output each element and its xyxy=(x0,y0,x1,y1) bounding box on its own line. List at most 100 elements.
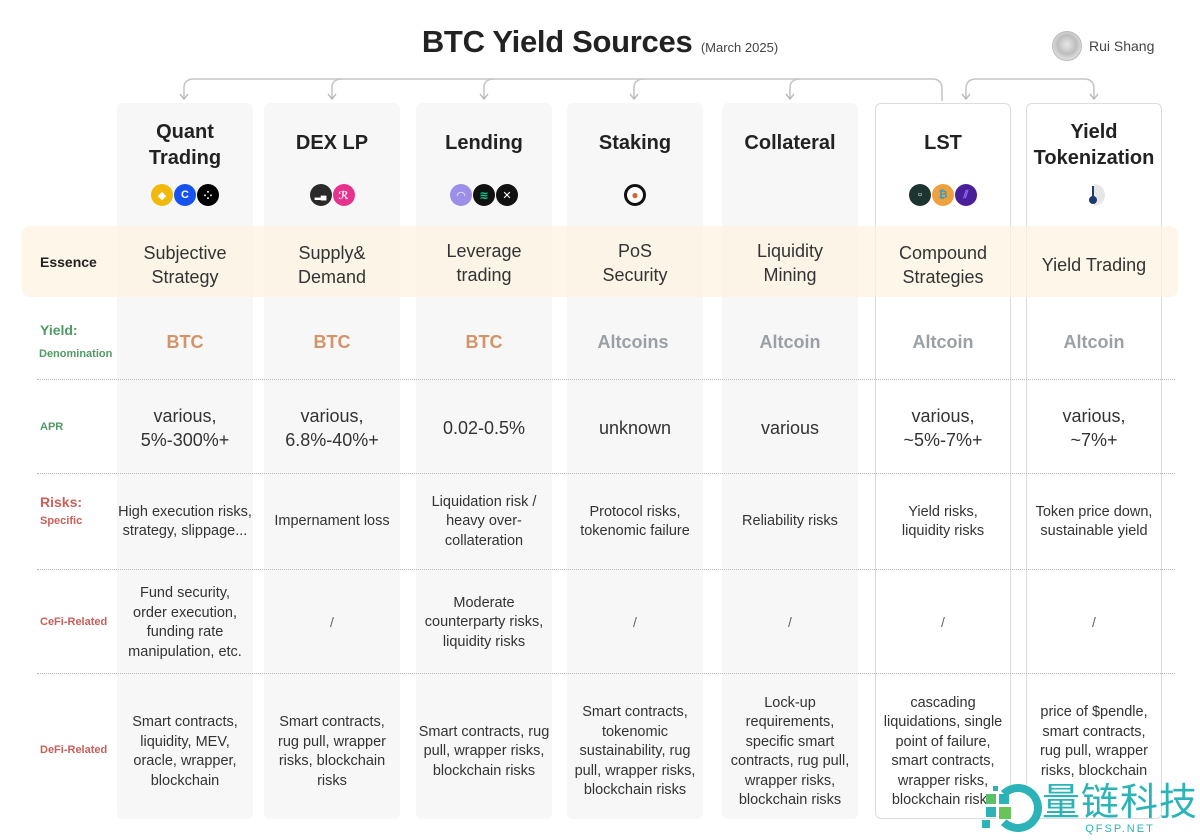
defi-risks-cell: Smart contracts, tokenomic sustainabilit… xyxy=(563,702,707,802)
specific-risks-cell: Reliability risks xyxy=(742,513,838,530)
text-line: pull, wrapper risks, xyxy=(574,762,696,779)
text-line: Fund security, xyxy=(140,585,230,601)
text-line: blockchain risks xyxy=(891,792,995,808)
watermark: 量链科技 QFSP.NET xyxy=(980,780,1198,836)
lst-bitcoin-icon: ₿ xyxy=(932,184,954,206)
avatar xyxy=(1052,31,1082,61)
defi-risks-cell: Lock-up requirements, specific smart con… xyxy=(716,692,864,812)
lst-square-icon: ▫ xyxy=(909,184,931,206)
title-line: Tokenization xyxy=(1033,147,1155,169)
text-line: Protocol risks, xyxy=(589,503,681,520)
text-line: liquidity, MEV, xyxy=(140,733,230,750)
text-line: heavy over- xyxy=(446,513,522,530)
defi-risks-cell: price of $pendle, smart contracts, rug p… xyxy=(1022,702,1166,782)
text-line: Liquidation risk / xyxy=(431,493,537,510)
text-line: strategy, slippage... xyxy=(122,523,248,539)
essence-cell: Supply& Demand xyxy=(264,240,400,290)
apr-cell: various, ~5%-7%+ xyxy=(875,403,1011,453)
row-label-cefi: CeFi-Related xyxy=(40,616,108,628)
text-line: High execution risks, xyxy=(118,503,252,520)
denomination-value: Altcoin xyxy=(759,331,821,352)
text-line: Smart contracts, xyxy=(582,704,688,721)
text-line: pull, wrapper risks, xyxy=(423,743,545,760)
text-line: sustainability, rug xyxy=(579,743,691,760)
text-line: counterparty risks, xyxy=(424,614,544,631)
specific-risks-cell: Protocol risks, tokenomic failure xyxy=(563,500,707,544)
apr-line: 5%-300%+ xyxy=(140,430,230,450)
lst-stripes-icon: ⫽ xyxy=(955,184,977,206)
column-title: Collateral xyxy=(744,132,836,154)
text-line: liquidity risks xyxy=(442,633,526,650)
essence-line: Demand xyxy=(297,267,367,287)
author-badge: Rui Shang xyxy=(1052,31,1154,61)
apr-line: 6.8%-40%+ xyxy=(285,430,379,450)
text-line: contracts, rug pull, xyxy=(730,753,850,769)
text-line: tokenomic failure xyxy=(580,523,690,539)
watermark-logo-icon xyxy=(980,780,1042,836)
cefi-risks-cell: Fund security, order execution, funding … xyxy=(117,582,253,664)
author-name: Rui Shang xyxy=(1089,38,1155,54)
morpho-icon: ◠ xyxy=(450,184,472,206)
essence-cell: PoS Security xyxy=(567,238,703,288)
denomination-value: Altcoin xyxy=(1063,331,1125,352)
page-subtitle: (March 2025) xyxy=(700,40,779,55)
row-label-yield: Yield: xyxy=(40,322,78,338)
text-line: point of failure, xyxy=(895,733,991,750)
text-line: blockchain risks xyxy=(432,762,536,779)
text-line: funding rate xyxy=(146,624,224,640)
text-line: blockchain risks xyxy=(583,782,687,799)
text-line: sustainable yield xyxy=(1040,523,1148,539)
pendle-icon xyxy=(1083,184,1105,206)
logo-row: ▫ ₿ ⫽ xyxy=(875,184,1011,206)
babylon-icon: ● xyxy=(624,184,646,206)
apr-cell: various, 6.8%-40%+ xyxy=(264,403,400,453)
text-line: Lock-up xyxy=(764,694,816,711)
column-quant-trading xyxy=(117,103,253,819)
apr-line: ~5%-7%+ xyxy=(903,430,983,450)
essence-line: Strategy xyxy=(151,267,219,287)
apr-line: various, xyxy=(153,406,217,426)
butterfly-icon: ✕ xyxy=(496,184,518,206)
essence-line: Security xyxy=(602,265,668,285)
specific-risks-cell: Token price down, sustainable yield xyxy=(1022,500,1166,544)
essence-band xyxy=(22,226,1178,297)
text-line: manipulation, etc. xyxy=(128,643,242,660)
connector-arrows xyxy=(179,78,1099,101)
essence-line: Mining xyxy=(763,265,817,285)
cefi-risks-cell: / xyxy=(633,614,637,630)
column-title: Quant Trading xyxy=(117,118,253,172)
watermark-en: QFSP.NET xyxy=(1085,823,1155,835)
cefi-risks-cell: / xyxy=(1092,614,1096,630)
apr-cell: 0.02-0.5% xyxy=(442,418,526,438)
text-line: risks, blockchain xyxy=(278,753,386,769)
essence-line: PoS xyxy=(617,241,653,261)
text-line: requirements, xyxy=(745,714,835,730)
apr-line: ~7%+ xyxy=(1070,430,1118,450)
apr-line: various, xyxy=(300,406,364,426)
text-line: Smart contracts, xyxy=(132,714,238,730)
defi-risks-cell: Smart contracts, rug pull, wrapper risks… xyxy=(410,721,558,783)
cefi-risks-cell: / xyxy=(330,614,334,630)
specific-risks-cell: Yield risks, liquidity risks xyxy=(871,500,1015,544)
essence-line: Leverage xyxy=(446,241,522,261)
text-line: liquidity risks xyxy=(901,523,985,539)
cefi-risks-cell: Moderate counterparty risks, liquidity r… xyxy=(412,593,556,653)
text-line: rug pull, wrapper xyxy=(1040,743,1148,759)
text-line: Smart contracts, rug xyxy=(418,723,550,740)
essence-line: Supply& xyxy=(298,243,366,263)
text-line: oracle, wrapper, xyxy=(133,753,237,769)
apr-line: various, xyxy=(1062,406,1126,426)
logo-row: ● xyxy=(567,184,703,206)
denomination-value: BTC xyxy=(465,331,503,352)
row-label-defi: DeFi-Related xyxy=(40,744,108,756)
text-line: liquidations, single xyxy=(883,714,1003,730)
defi-risks-cell: cascading liquidations, single point of … xyxy=(871,692,1015,812)
cefi-risks-cell: / xyxy=(788,614,792,630)
text-line: smart contracts, xyxy=(1042,723,1146,740)
column-lst xyxy=(875,103,1011,819)
denomination-value: BTC xyxy=(313,331,351,352)
text-line: Token price down, xyxy=(1035,503,1153,520)
specific-risks-cell: Liquidation risk / heavy over- collatera… xyxy=(412,492,556,552)
essence-cell: Compound Strategies xyxy=(875,240,1011,290)
essence-cell: Liquidity Mining xyxy=(722,238,858,288)
